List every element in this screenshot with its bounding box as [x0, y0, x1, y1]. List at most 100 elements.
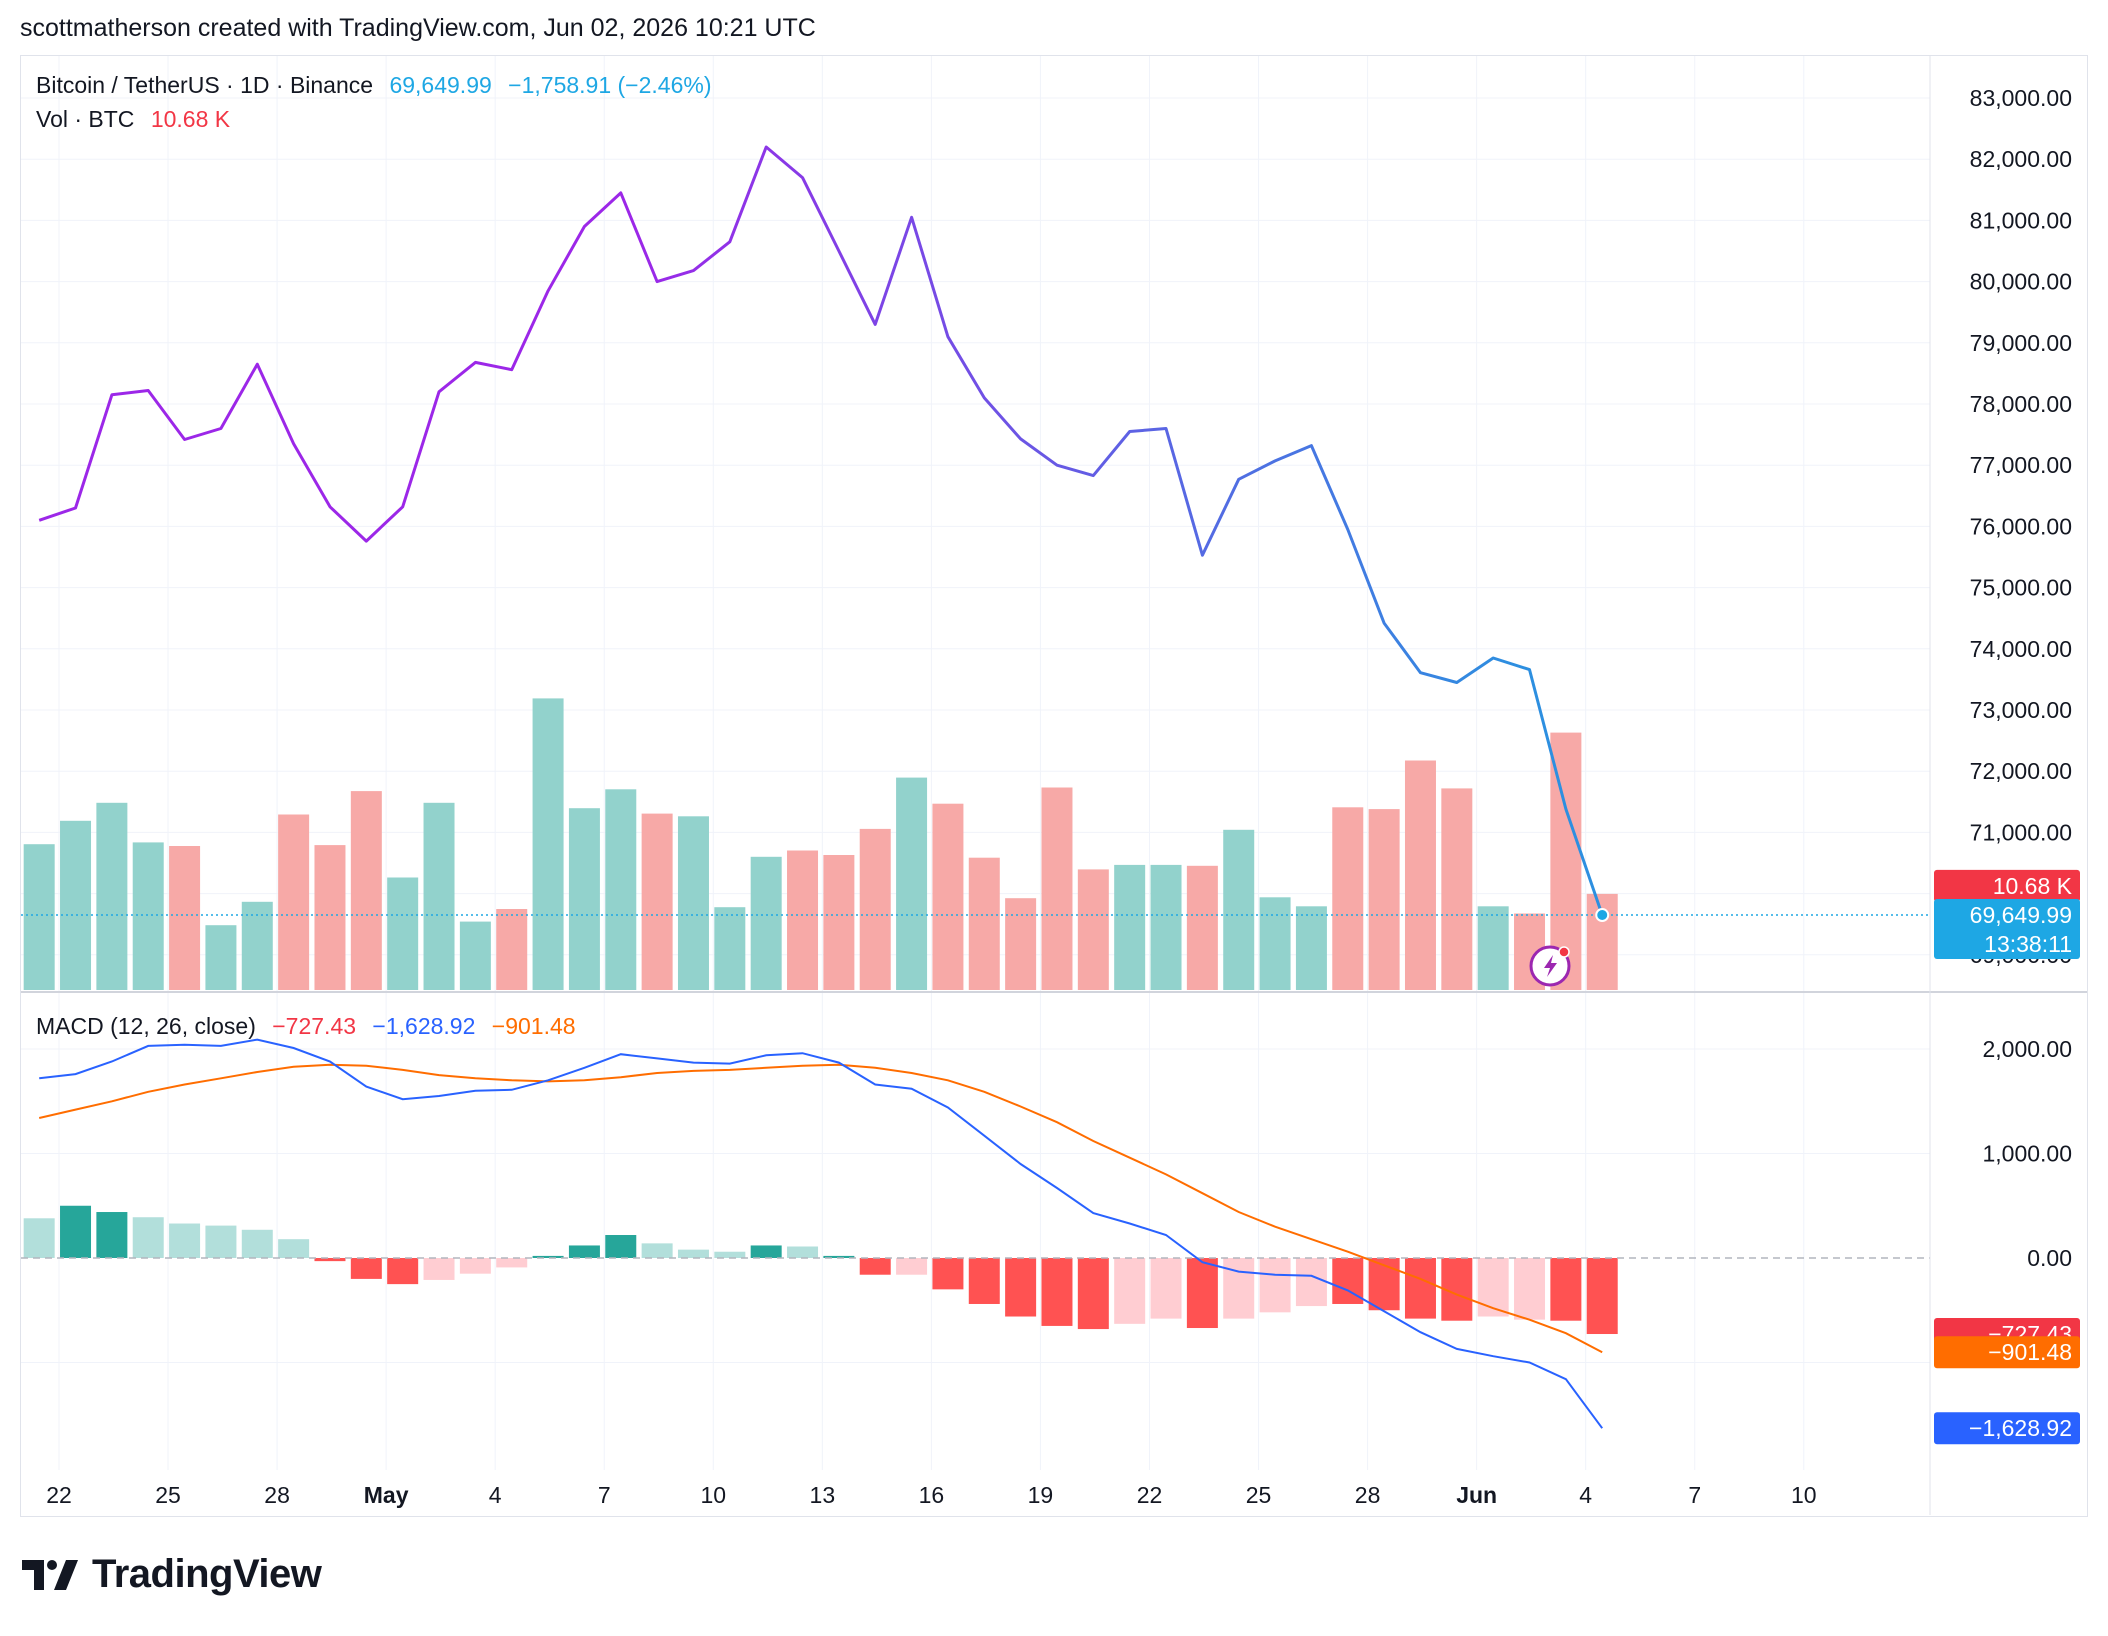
macd-line-value: −1,628.92	[372, 1013, 476, 1039]
histogram-bar	[1114, 1258, 1146, 1324]
volume-legend[interactable]: Vol · BTC 10.68 K	[36, 106, 240, 133]
macd-title: MACD (12, 26, close)	[36, 1013, 256, 1039]
signal-badge: −901.48	[1988, 1339, 2072, 1365]
volume-bar	[423, 802, 455, 990]
volume-bar	[1223, 829, 1255, 990]
brand-name: TradingView	[92, 1552, 322, 1596]
histogram-bar	[23, 1218, 55, 1258]
histogram-bar	[750, 1245, 782, 1258]
time-tick-label: 7	[1688, 1482, 1701, 1508]
volume-bar	[169, 846, 201, 990]
histogram-bar	[568, 1245, 600, 1258]
time-tick-label: 28	[1355, 1482, 1381, 1508]
macd-tick-label: 2,000.00	[1982, 1036, 2072, 1062]
histogram-bar	[787, 1246, 819, 1258]
histogram-bar	[1368, 1258, 1400, 1311]
time-tick-label: 22	[1137, 1482, 1163, 1508]
histogram-bar	[1586, 1258, 1618, 1335]
symbol-legend[interactable]: Bitcoin / TetherUS · 1D · Binance 69,649…	[36, 72, 722, 99]
volume-bar	[532, 698, 564, 990]
time-tick-label: 16	[919, 1482, 945, 1508]
macd-tick-label: 1,000.00	[1982, 1141, 2072, 1167]
volume-bar	[714, 907, 746, 990]
last-price-dot	[1595, 908, 1610, 923]
histogram-bar	[169, 1223, 201, 1258]
price-tick-label: 82,000.00	[1970, 146, 2072, 172]
volume-badge-bg	[1934, 869, 2080, 902]
histogram-bar	[241, 1229, 273, 1258]
volume-badge: 10.68 K	[1993, 873, 2073, 899]
volume-bar	[641, 813, 673, 990]
histogram-bar	[387, 1258, 419, 1285]
volume-bar	[932, 803, 964, 990]
histogram-bar	[896, 1258, 928, 1275]
chart-frame	[20, 55, 2088, 1517]
chart-attribution: scottmatherson created with TradingView.…	[20, 14, 816, 42]
price-tick-label: 73,000.00	[1970, 697, 2072, 723]
histogram-bar	[96, 1212, 128, 1258]
histogram-bar	[278, 1239, 310, 1258]
histogram-bar	[1041, 1258, 1073, 1326]
histogram-bar	[823, 1255, 855, 1258]
price-tick-label: 78,000.00	[1970, 391, 2072, 417]
histogram-bar	[1514, 1258, 1546, 1320]
tradingview-logo[interactable]: TradingView	[22, 1552, 322, 1597]
histogram-bar	[423, 1258, 455, 1280]
histogram-bar	[932, 1258, 964, 1290]
macd-badge: −1,628.92	[1969, 1415, 2072, 1441]
volume-bar	[1295, 906, 1327, 990]
histogram-bar	[532, 1255, 564, 1258]
histogram-bar	[677, 1249, 709, 1258]
price-scale[interactable]: 83,000.00 82,000.00 81,000.00 80,000.00 79,0…	[1970, 85, 2072, 968]
volume-bar	[1477, 906, 1509, 990]
macd-signal-value: −901.48	[491, 1013, 576, 1039]
time-scale[interactable]: 22 25 28 May 4 7 10 13 16 19 22 25 28 Jun 4 7 10	[46, 1482, 1816, 1508]
signal-badge-bg	[1934, 1336, 2080, 1369]
time-tick-label: 10	[1791, 1482, 1817, 1508]
macd-legend[interactable]: MACD (12, 26, close) −727.43 −1,628.92 −…	[36, 1013, 586, 1040]
volume-bar	[568, 808, 600, 990]
time-tick-label: 22	[46, 1482, 72, 1508]
histogram-bar	[1550, 1258, 1582, 1321]
volume-bars	[23, 698, 1618, 990]
histogram-bar	[132, 1217, 164, 1258]
volume-bar	[1005, 898, 1037, 990]
macd-tick-label: 0.00	[2027, 1245, 2072, 1271]
volume-bar	[1404, 760, 1436, 990]
histogram-bar	[496, 1258, 528, 1268]
gridlines	[21, 56, 1930, 1470]
time-tick-label: 25	[155, 1482, 181, 1508]
price-tick-label: 83,000.00	[1970, 85, 2072, 111]
price-badge: 69,649.99	[1970, 902, 2072, 928]
time-tick-label: 4	[489, 1482, 502, 1508]
histogram-bar	[605, 1235, 637, 1258]
volume-bar	[823, 855, 855, 990]
scale-badges: 10.68 K69,649.9913:38:11−727.43−901.48−1…	[1934, 869, 2080, 1445]
time-tick-label: Jun	[1456, 1482, 1497, 1508]
time-tick-label: 4	[1579, 1482, 1592, 1508]
histogram-bar	[641, 1243, 673, 1258]
macd-scale[interactable]: 2,000.00 1,000.00 0.00	[1982, 1036, 2072, 1271]
histogram-bar	[1077, 1258, 1109, 1330]
price-tick-label: 76,000.00	[1970, 513, 2072, 539]
volume-bar	[241, 901, 273, 990]
volume-bar	[205, 925, 237, 990]
time-tick-label: 28	[264, 1482, 290, 1508]
price-tick-label: 71,000.00	[1970, 819, 2072, 845]
price-change: −1,758.91 (−2.46%)	[508, 72, 712, 98]
price-badge-bg	[1934, 899, 2080, 960]
time-tick-label: May	[364, 1482, 409, 1508]
volume-bar	[314, 845, 346, 990]
volume-bar	[1150, 864, 1182, 990]
lightning-icon[interactable]	[1529, 945, 1571, 987]
histogram-bar	[859, 1258, 891, 1275]
volume-bar	[1186, 865, 1218, 990]
volume-value: 10.68 K	[150, 106, 231, 132]
price-line	[38, 145, 1604, 916]
time-tick-label: 7	[598, 1482, 611, 1508]
macd-hist-value: −727.43	[272, 1013, 357, 1039]
volume-bar	[350, 791, 382, 990]
volume-bar	[1114, 864, 1146, 990]
histogram-bar	[1186, 1258, 1218, 1329]
